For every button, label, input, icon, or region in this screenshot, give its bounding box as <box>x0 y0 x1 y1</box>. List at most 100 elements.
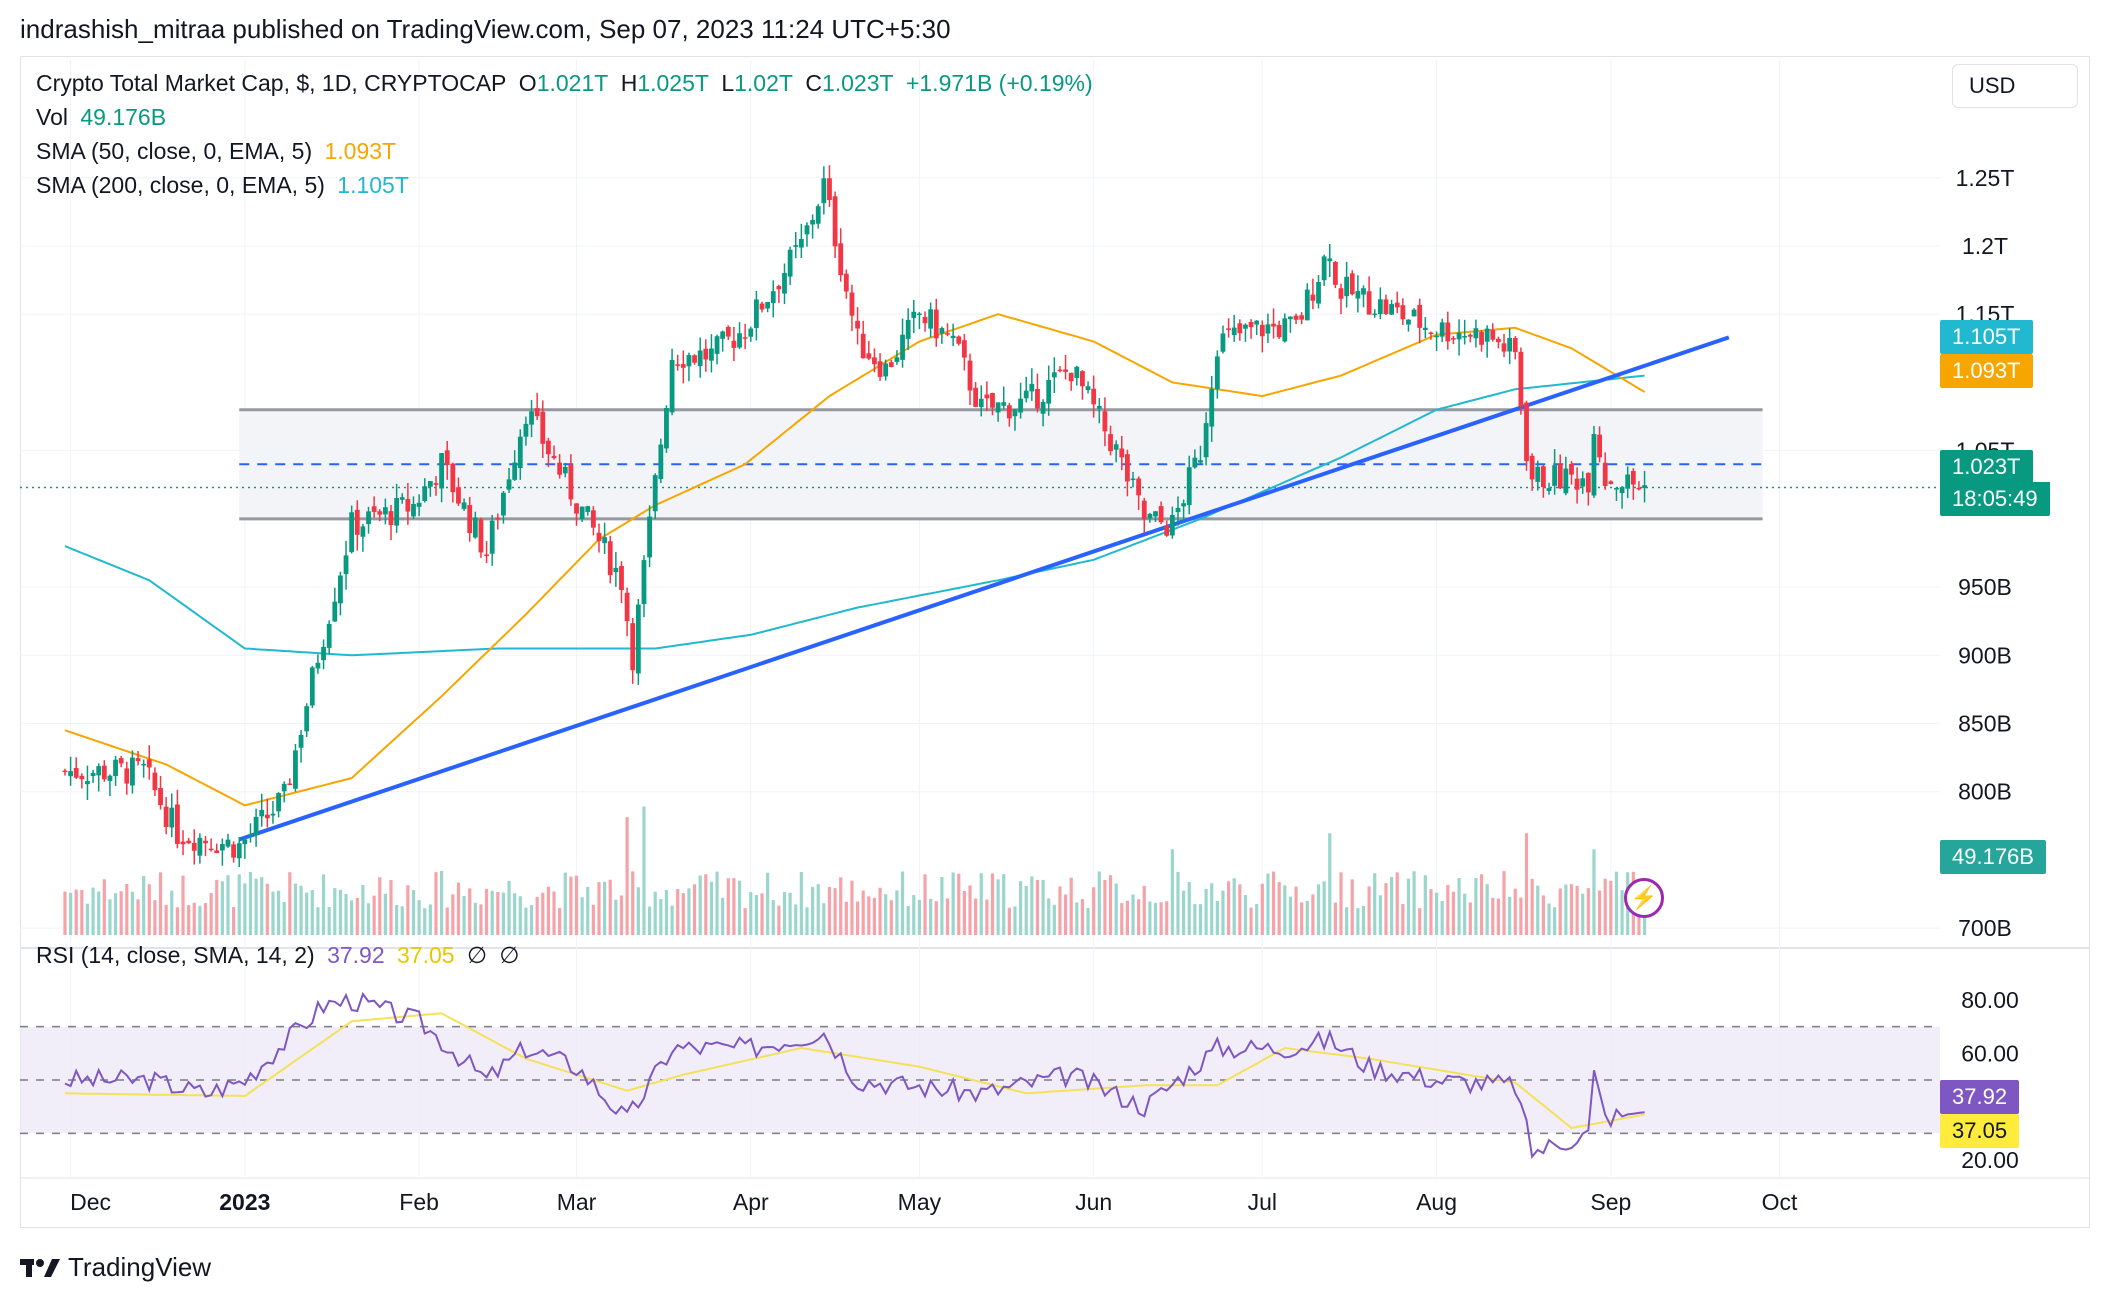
chart-frame[interactable] <box>20 56 2090 1228</box>
volume-bar <box>254 878 258 935</box>
candle-body <box>787 249 793 277</box>
volume-bar <box>1609 880 1613 935</box>
volume-bar <box>260 877 264 935</box>
volume-bar <box>1249 907 1253 935</box>
candle-body <box>838 243 844 276</box>
candle-body <box>810 219 816 225</box>
candle <box>422 478 428 503</box>
candle <box>124 761 130 795</box>
candle <box>574 503 579 526</box>
candle <box>1012 409 1018 431</box>
candle-body <box>782 272 787 294</box>
candle <box>158 776 163 810</box>
candle-body <box>1231 327 1237 336</box>
rsi-sma-value: 37.05 <box>397 942 455 968</box>
candle <box>1473 319 1479 348</box>
volume-bar <box>1378 895 1382 935</box>
volume-bar <box>136 899 140 935</box>
volume-bar <box>350 900 354 935</box>
candle <box>630 617 636 684</box>
grid-layer <box>20 60 2090 1179</box>
candle-body <box>888 362 894 367</box>
candle <box>366 506 371 534</box>
candle <box>793 232 799 259</box>
tradingview-logo[interactable]: TradingView <box>20 1252 211 1283</box>
ohlc-close: C1.023T <box>805 70 894 96</box>
volume-bar <box>1030 876 1034 935</box>
sma200-legend: SMA (200, close, 0, EMA, 5) 1.105T <box>36 172 415 199</box>
candle-body <box>158 788 163 806</box>
volume-bar <box>1170 849 1174 935</box>
volume-bar <box>1300 902 1304 935</box>
candle <box>1231 314 1237 342</box>
candle <box>354 500 360 551</box>
volume-bar <box>1193 904 1197 935</box>
time-tick-label: Feb <box>399 1189 439 1215</box>
candle-body <box>1597 434 1602 458</box>
candle-body <box>360 526 366 537</box>
volume-bar <box>1215 901 1219 935</box>
volume-bar <box>704 874 708 935</box>
candle-body <box>287 783 293 786</box>
candle-body <box>1389 304 1394 315</box>
candle <box>1411 308 1417 317</box>
candle <box>1496 336 1501 349</box>
volume-bar <box>1294 886 1298 935</box>
candle-body <box>832 196 838 247</box>
sma200-label: SMA (200, close, 0, EMA, 5) <box>36 172 325 198</box>
volume-bar <box>248 871 253 935</box>
candle-body <box>130 757 135 786</box>
candle <box>613 552 619 587</box>
candle-body <box>1254 320 1260 325</box>
candle-body <box>939 328 945 334</box>
volume-bar <box>631 871 635 935</box>
candle <box>1102 397 1108 447</box>
candle <box>1276 320 1282 339</box>
volume-bar <box>316 907 320 935</box>
candle <box>259 793 265 827</box>
candle-body <box>1479 331 1484 345</box>
candle <box>911 299 917 333</box>
candle-body <box>124 768 130 784</box>
candle-body <box>1327 258 1333 262</box>
candle <box>551 445 557 460</box>
candle <box>635 598 641 685</box>
rsi-null-2: ∅ <box>499 942 520 968</box>
volume-bar <box>1530 878 1534 935</box>
candle <box>546 437 551 468</box>
candle <box>770 280 776 318</box>
candle <box>748 326 754 342</box>
candle-body <box>450 463 456 493</box>
volume-bar <box>1406 878 1411 935</box>
volume-bar <box>1569 884 1574 935</box>
volume-bar <box>1513 888 1517 935</box>
candle-body <box>506 479 512 490</box>
volume-bar <box>625 817 629 935</box>
volume-bar <box>1586 888 1590 935</box>
candle-body <box>574 503 579 514</box>
candle <box>1434 331 1439 351</box>
candle-body <box>90 772 96 777</box>
candle <box>877 353 883 381</box>
candle-body <box>276 793 281 812</box>
candle-body <box>669 359 675 413</box>
candle <box>1490 323 1496 342</box>
currency-selector[interactable]: USD <box>1952 64 2078 108</box>
volume-bar <box>653 891 657 935</box>
volume-bar <box>484 888 489 935</box>
rsi-label: RSI (14, close, SMA, 14, 2) <box>36 942 315 968</box>
candle <box>433 476 439 496</box>
candle <box>276 792 281 818</box>
candle-body <box>197 837 203 856</box>
volume-bar <box>1322 881 1326 935</box>
lightning-icon[interactable]: ⚡ <box>1624 878 1664 918</box>
candle-body <box>1625 474 1631 489</box>
candle-body <box>737 333 742 348</box>
candle <box>1428 331 1434 340</box>
volume-bar <box>563 872 567 935</box>
candle-body <box>714 336 720 354</box>
candle <box>956 335 962 346</box>
volume-bar <box>400 906 404 935</box>
candle-body <box>945 333 950 335</box>
